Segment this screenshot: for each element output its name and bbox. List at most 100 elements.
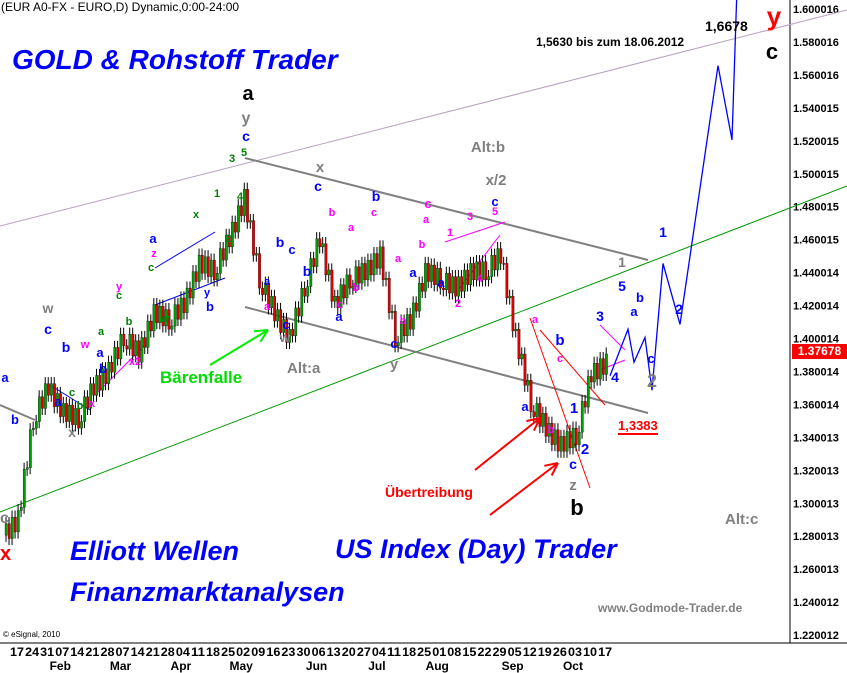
- title-usindex: US Index (Day) Trader: [335, 534, 617, 564]
- y-tick-label: 1.520015: [793, 136, 839, 148]
- x-month-label: May: [230, 659, 254, 673]
- x-tick-label: 11: [191, 645, 205, 659]
- x-tick-label: 23: [281, 645, 295, 659]
- y-tick-label: 1.580016: [793, 37, 839, 49]
- candle-body: [445, 273, 448, 290]
- candle-body: [152, 304, 156, 332]
- wave-label: c: [242, 128, 250, 144]
- candle-body: [10, 516, 14, 539]
- candle-body: [28, 429, 32, 468]
- wave-label: c: [491, 194, 498, 209]
- candle-body: [547, 423, 551, 437]
- arrow-uebertreibung-1-head: [526, 417, 541, 423]
- x-tick-label: 09: [251, 645, 265, 659]
- candle-body: [32, 427, 35, 430]
- candle-body: [595, 363, 599, 380]
- candle-body: [427, 263, 430, 282]
- wave-label: c: [0, 510, 9, 527]
- candle-body: [53, 383, 56, 407]
- candle-body: [496, 248, 500, 271]
- candle-body: [264, 283, 267, 295]
- candle-body: [246, 189, 249, 223]
- candle-body: [16, 510, 20, 533]
- candle-body: [134, 340, 138, 356]
- title-finanz: Finanzmarktanalysen: [70, 577, 345, 607]
- candle-body: [336, 296, 340, 309]
- wave-label: b: [400, 315, 407, 327]
- candle-body: [68, 404, 71, 422]
- candle-body: [206, 256, 210, 277]
- x-tick-label: 20: [342, 645, 356, 659]
- y-tick-label: 1.560016: [793, 70, 839, 82]
- x-month-label: Apr: [171, 659, 192, 673]
- candle-body: [478, 261, 482, 281]
- y-tick-label: 1.240012: [793, 597, 839, 609]
- wave-label: z: [151, 248, 157, 260]
- candle-body: [442, 287, 445, 290]
- wave-label: b: [206, 299, 214, 314]
- candle-body: [532, 411, 536, 417]
- wave-label: Bärenfalle: [160, 368, 242, 387]
- wave-label: c: [371, 207, 377, 219]
- x-tick-label: 14: [70, 645, 84, 659]
- wave-label: b: [62, 339, 71, 355]
- wave-label: 3: [467, 211, 473, 223]
- x-tick-label: 16: [266, 645, 280, 659]
- candle-body: [457, 276, 460, 297]
- candle-body: [83, 396, 86, 422]
- x-tick-label: 15: [462, 645, 476, 659]
- candle-body: [104, 368, 108, 384]
- candle-body: [559, 436, 563, 452]
- candle-body: [487, 276, 491, 281]
- candle-body: [490, 255, 494, 277]
- candle-body: [544, 413, 548, 437]
- wave-label: 2: [647, 371, 657, 391]
- title-elliott: Elliott Wellen: [70, 536, 240, 566]
- candle-body: [258, 253, 261, 289]
- x-tick-label: 29: [493, 645, 507, 659]
- x-tick-label: 25: [417, 645, 431, 659]
- wave-label: b: [276, 234, 285, 250]
- candle-body: [140, 337, 144, 363]
- candle-body: [451, 276, 454, 294]
- x-month-label: Sep: [502, 659, 524, 673]
- x-tick-label: 17: [598, 645, 612, 659]
- wave-label: b: [548, 424, 555, 436]
- x-tick-label: 17: [10, 645, 24, 659]
- x-tick-label: 11: [387, 645, 401, 659]
- wave-label: b: [303, 263, 312, 279]
- wave-label: x: [193, 209, 200, 221]
- candle-body: [56, 393, 59, 407]
- candle-body: [565, 431, 569, 452]
- candle-body: [309, 258, 313, 287]
- x-tick-label: 12: [523, 645, 537, 659]
- y-tick-label: 1.480015: [793, 202, 839, 214]
- blue-wedge-upper: [154, 231, 216, 269]
- wave-label: c: [69, 387, 75, 399]
- wave-label: c: [314, 178, 322, 194]
- candle-body: [529, 380, 533, 412]
- candle-body: [345, 274, 349, 299]
- wave-label: y: [204, 287, 211, 299]
- y-tick-label: 1.320013: [793, 465, 839, 477]
- arrow-baerenfalle-head: [259, 329, 269, 343]
- candle-body: [366, 259, 370, 281]
- candle-body: [288, 329, 292, 343]
- candle-body: [7, 523, 11, 539]
- last-price-label: 1.37678: [792, 344, 847, 359]
- wave-label: 5: [241, 147, 247, 159]
- candle-body: [176, 304, 180, 320]
- candle-body: [415, 302, 418, 312]
- candle-body: [312, 258, 316, 267]
- candle-body: [556, 429, 560, 452]
- candle-body: [605, 353, 608, 375]
- y-tick-label: 1.540015: [793, 103, 839, 115]
- wave-label: a: [348, 222, 355, 234]
- wave-label: x2: [129, 356, 141, 368]
- candle-body: [252, 220, 255, 256]
- wave-label: x: [316, 159, 325, 176]
- wave-label: y: [390, 356, 399, 373]
- x-month-label: Feb: [50, 659, 71, 673]
- candle-body: [116, 347, 120, 360]
